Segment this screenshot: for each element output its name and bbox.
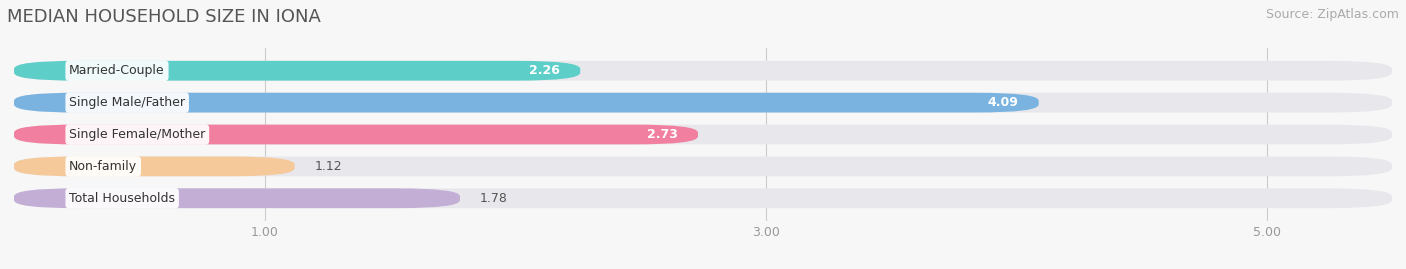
FancyBboxPatch shape bbox=[14, 125, 697, 144]
Text: Married-Couple: Married-Couple bbox=[69, 64, 165, 77]
Text: 1.78: 1.78 bbox=[479, 192, 508, 205]
Text: Total Households: Total Households bbox=[69, 192, 176, 205]
FancyBboxPatch shape bbox=[14, 157, 1392, 176]
Text: 4.09: 4.09 bbox=[988, 96, 1019, 109]
Text: Non-family: Non-family bbox=[69, 160, 138, 173]
FancyBboxPatch shape bbox=[14, 93, 1392, 112]
Text: 2.73: 2.73 bbox=[647, 128, 678, 141]
FancyBboxPatch shape bbox=[14, 93, 1039, 112]
Text: Single Male/Father: Single Male/Father bbox=[69, 96, 186, 109]
Text: MEDIAN HOUSEHOLD SIZE IN IONA: MEDIAN HOUSEHOLD SIZE IN IONA bbox=[7, 8, 321, 26]
Text: Single Female/Mother: Single Female/Mother bbox=[69, 128, 205, 141]
FancyBboxPatch shape bbox=[14, 125, 1392, 144]
FancyBboxPatch shape bbox=[14, 61, 581, 81]
Text: 1.12: 1.12 bbox=[315, 160, 342, 173]
FancyBboxPatch shape bbox=[14, 61, 1392, 81]
Text: Source: ZipAtlas.com: Source: ZipAtlas.com bbox=[1265, 8, 1399, 21]
Text: 2.26: 2.26 bbox=[529, 64, 560, 77]
FancyBboxPatch shape bbox=[14, 157, 295, 176]
FancyBboxPatch shape bbox=[14, 188, 460, 208]
FancyBboxPatch shape bbox=[14, 188, 1392, 208]
